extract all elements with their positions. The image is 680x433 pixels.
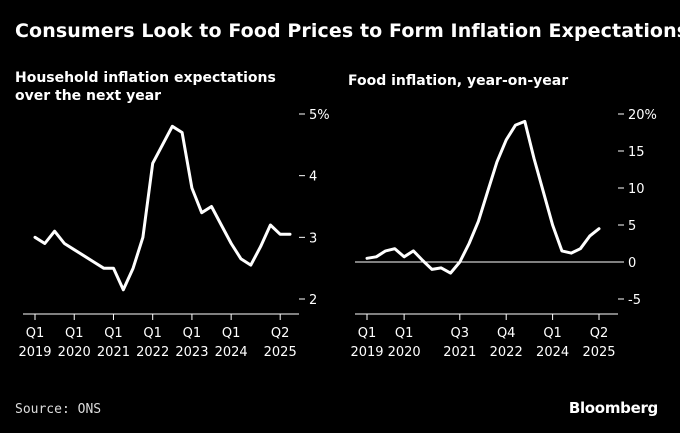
x-tick-label-quarter: Q1	[543, 326, 562, 341]
x-tick-label-year: 2022	[136, 345, 169, 360]
x-tick-label-year: 2021	[443, 345, 476, 360]
x-tick-label-year: 2024	[215, 345, 248, 360]
x-tick-label-year: 2020	[388, 345, 421, 360]
y-tick-label: 15	[628, 145, 645, 160]
x-tick-label-year: 2022	[490, 345, 523, 360]
x-tick-label-year: 2020	[58, 345, 91, 360]
series-line	[33, 124, 292, 292]
x-tick-label-quarter: Q1	[183, 326, 202, 341]
y-tick-label: 0	[628, 256, 636, 271]
chart-title: Consumers Look to Food Prices to Form In…	[15, 20, 680, 42]
y-tick-label: 5	[628, 219, 636, 234]
x-tick-label-year: 2025	[582, 345, 615, 360]
x-tick-label-year: 2019	[350, 345, 383, 360]
x-tick-label-quarter: Q1	[395, 326, 414, 341]
x-tick-label-quarter: Q2	[271, 326, 290, 341]
x-tick-label-year: 2021	[97, 345, 130, 360]
x-tick-label-quarter: Q4	[497, 326, 516, 341]
source-note: Source: ONS	[15, 402, 102, 417]
x-tick-label-year: 2024	[536, 345, 569, 360]
x-tick-label-quarter: Q1	[222, 326, 241, 341]
x-tick-label-quarter: Q1	[143, 326, 162, 341]
y-tick-label: -5	[628, 293, 641, 308]
x-tick-label-year: 2025	[264, 345, 297, 360]
x-tick-label-year: 2019	[18, 345, 51, 360]
left-panel-title: Household inflation expectations over th…	[15, 70, 276, 104]
y-tick-label: 10	[628, 182, 645, 197]
y-tick-label: 3	[309, 231, 317, 246]
x-tick-label-quarter: Q1	[358, 326, 377, 341]
y-tick-label: 5%	[309, 108, 330, 123]
x-tick-label-quarter: Q1	[104, 326, 123, 341]
series-line	[365, 119, 601, 275]
y-tick-label: 4	[309, 170, 317, 185]
x-tick-label-quarter: Q2	[590, 326, 609, 341]
right-panel-title: Food inflation, year-on-year	[348, 73, 569, 89]
x-tick-label-quarter: Q1	[65, 326, 84, 341]
x-tick-label-quarter: Q3	[451, 326, 470, 341]
y-tick-label: 2	[309, 293, 317, 308]
bloomberg-logo: Bloomberg	[568, 399, 658, 417]
x-tick-label-quarter: Q1	[26, 326, 45, 341]
y-tick-label: 20%	[628, 108, 657, 123]
x-tick-label-year: 2023	[175, 345, 208, 360]
